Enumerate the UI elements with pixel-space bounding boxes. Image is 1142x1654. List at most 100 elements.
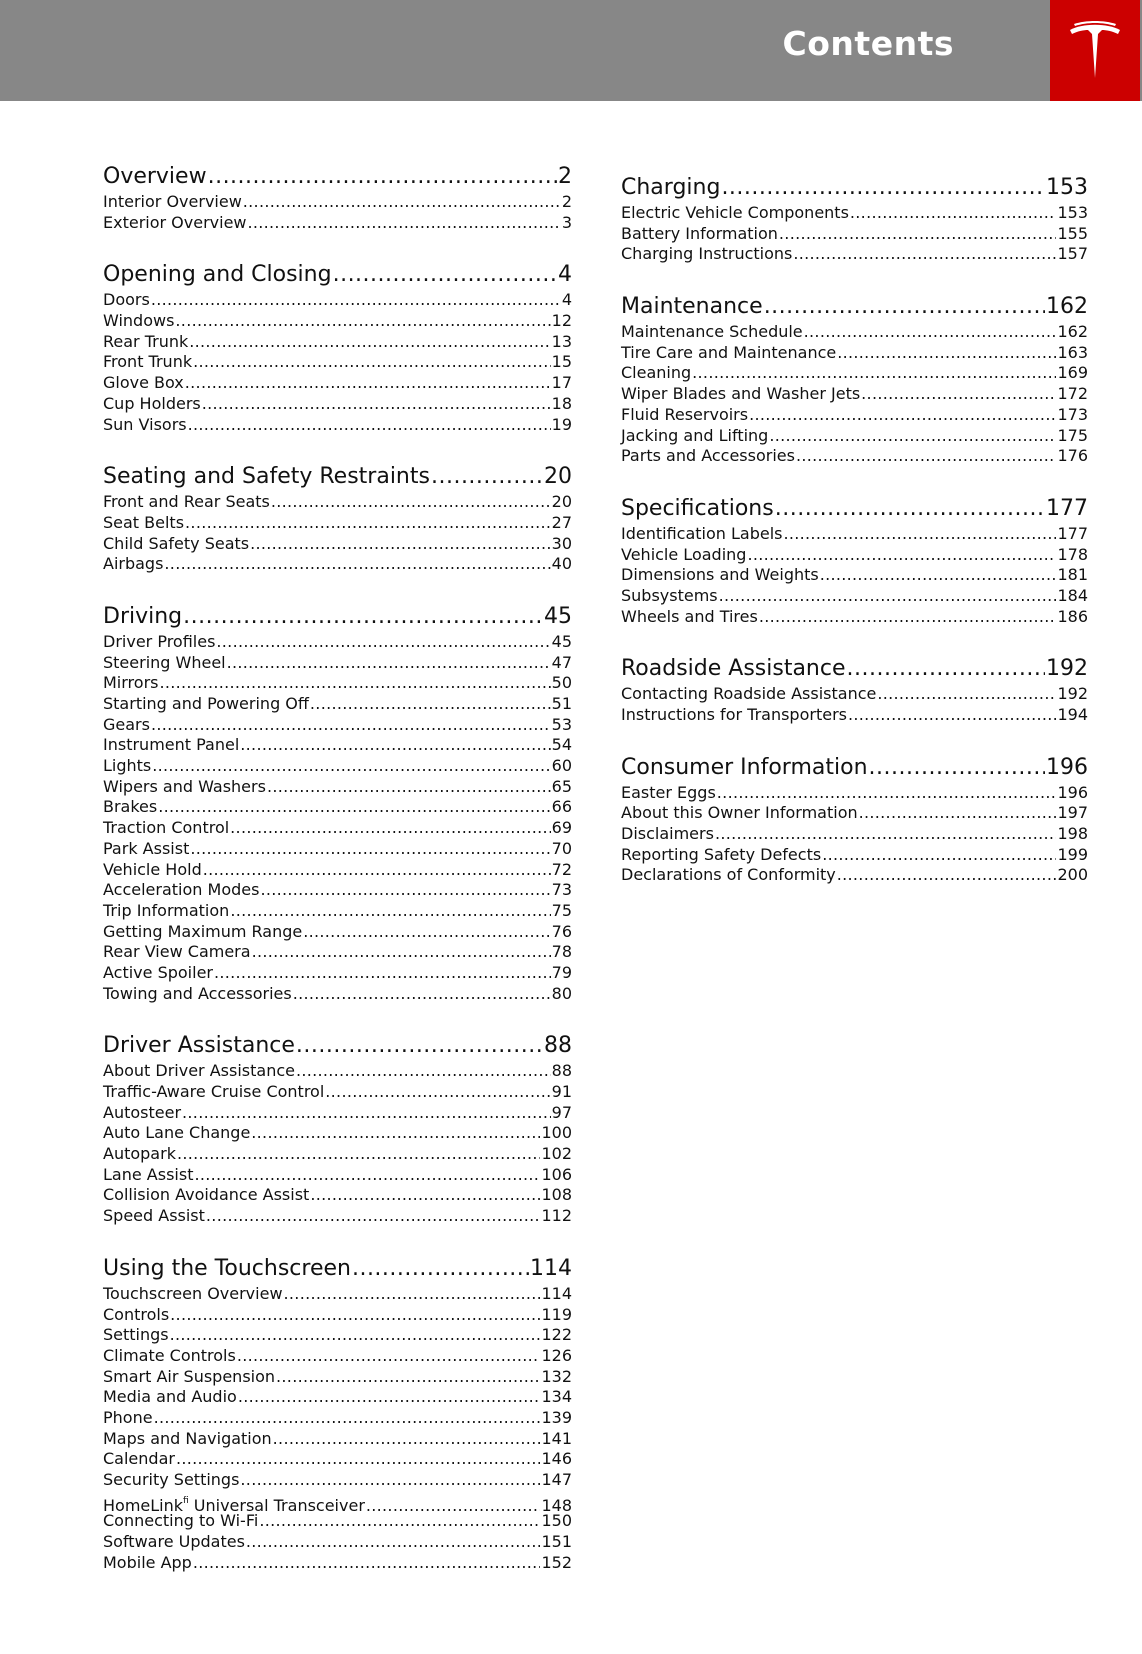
toc-entry-link[interactable]: Cup Holders 18 xyxy=(103,394,572,415)
toc-entry-link[interactable]: Seat Belts 27 xyxy=(103,513,572,534)
toc-heading-link[interactable]: Roadside Assistance 192 xyxy=(621,654,1088,684)
toc-entry-link[interactable]: Instrument Panel 54 xyxy=(103,735,572,756)
toc-entry-link[interactable]: Wipers and Washers 65 xyxy=(103,777,572,798)
toc-entry-link[interactable]: Steering Wheel 47 xyxy=(103,653,572,674)
toc-entry-link[interactable]: Media and Audio 134 xyxy=(103,1387,572,1408)
toc-entry-link[interactable]: Front Trunk 15 xyxy=(103,352,572,373)
toc-entry-link[interactable]: Touchscreen Overview 114 xyxy=(103,1284,572,1305)
toc-entry-link[interactable]: Glove Box 17 xyxy=(103,373,572,394)
entry-label: Climate Controls xyxy=(103,1345,236,1365)
toc-entry-link[interactable]: Phone 139 xyxy=(103,1408,572,1429)
toc-entry-link[interactable]: Mirrors 50 xyxy=(103,673,572,694)
toc-heading-link[interactable]: Overview 2 xyxy=(103,162,572,192)
toc-entry-link[interactable]: Active Spoiler 79 xyxy=(103,963,572,984)
toc-entry-link[interactable]: Interior Overview 2 xyxy=(103,192,572,213)
toc-entry-link[interactable]: Lane Assist 106 xyxy=(103,1165,572,1186)
toc-entry-link[interactable]: HomeLinkfi Universal Transceiver 148 xyxy=(103,1491,572,1515)
toc-entry-link[interactable]: Traffic-Aware Cruise Control 91 xyxy=(103,1082,572,1103)
toc-entry-link[interactable]: Getting Maximum Range 76 xyxy=(103,922,572,943)
toc-entry-link[interactable]: Windows 12 xyxy=(103,311,572,332)
toc-entry-link[interactable]: Traction Control 69 xyxy=(103,818,572,839)
toc-entry-link[interactable]: Rear View Camera 78 xyxy=(103,942,572,963)
toc-entry-link[interactable]: Acceleration Modes 73 xyxy=(103,880,572,901)
toc-entry-link[interactable]: Trip Information 75 xyxy=(103,901,572,922)
toc-entry-link[interactable]: Jacking and Lifting 175 xyxy=(621,426,1088,447)
toc-entry-link[interactable]: Battery Information 155 xyxy=(621,224,1088,245)
toc-heading-link[interactable]: Driver Assistance 88 xyxy=(103,1031,572,1061)
toc-entry-link[interactable]: About this Owner Information 197 xyxy=(621,803,1088,824)
tesla-logo xyxy=(1050,0,1140,101)
toc-heading-link[interactable]: Specifications 177 xyxy=(621,494,1088,524)
toc-entry-link[interactable]: Vehicle Hold 72 xyxy=(103,860,572,881)
toc-entry-link[interactable]: Contacting Roadside Assistance 192 xyxy=(621,684,1088,705)
toc-heading-link[interactable]: Driving 45 xyxy=(103,602,572,632)
entry-label: Traction Control xyxy=(103,818,230,838)
toc-entry-link[interactable]: Auto Lane Change 100 xyxy=(103,1123,572,1144)
toc-entry-link[interactable]: Doors 4 xyxy=(103,290,572,311)
toc-entry-link[interactable]: Settings 122 xyxy=(103,1325,572,1346)
toc-heading-link[interactable]: Consumer Information 196 xyxy=(621,753,1088,783)
toc-entry-link[interactable]: Child Safety Seats 30 xyxy=(103,534,572,555)
toc-entry-link[interactable]: Connecting to Wi-Fi 150 xyxy=(103,1511,572,1532)
entry-label-wrap: Park Assist xyxy=(103,839,189,860)
toc-entry-link[interactable]: Mobile App 152 xyxy=(103,1553,572,1574)
toc-entry-link[interactable]: Driver Profiles 45 xyxy=(103,632,572,653)
toc-entry-link[interactable]: Charging Instructions 157 xyxy=(621,244,1088,265)
toc-entry-link[interactable]: Maps and Navigation 141 xyxy=(103,1429,572,1450)
toc-entry-link[interactable]: Front and Rear Seats 20 xyxy=(103,492,572,513)
toc-entry-link[interactable]: Disclaimers 198 xyxy=(621,824,1088,845)
toc-entry-link[interactable]: Collision Avoidance Assist 108 xyxy=(103,1185,572,1206)
toc-entry-link[interactable]: Gears 53 xyxy=(103,715,572,736)
toc-entry-link[interactable]: Wheels and Tires 186 xyxy=(621,607,1088,628)
toc-entry-link[interactable]: Software Updates 151 xyxy=(103,1532,572,1553)
toc-entry-link[interactable]: Wiper Blades and Washer Jets 172 xyxy=(621,384,1088,405)
toc-entry-link[interactable]: Electric Vehicle Components 153 xyxy=(621,203,1088,224)
dot-leader xyxy=(837,343,1056,364)
toc-entry-link[interactable]: Calendar 146 xyxy=(103,1449,572,1470)
toc-heading-link[interactable]: Opening and Closing 4 xyxy=(103,260,572,290)
toc-section: Roadside Assistance192Contacting Roadsid… xyxy=(621,654,1088,725)
entry-label-wrap: Cup Holders xyxy=(103,394,201,415)
toc-entry-link[interactable]: Dimensions and Weights 181 xyxy=(621,565,1088,586)
toc-entry-link[interactable]: Starting and Powering Off 51 xyxy=(103,694,572,715)
toc-entry-link[interactable]: Tire Care and Maintenance 163 xyxy=(621,343,1088,364)
toc-entry-link[interactable]: Identification Labels 177 xyxy=(621,524,1088,545)
toc-entry-link[interactable]: Controls 119 xyxy=(103,1305,572,1326)
toc-entry-link[interactable]: Subsystems 184 xyxy=(621,586,1088,607)
dot-leader xyxy=(151,715,551,736)
toc-heading-link[interactable]: Seating and Safety Restraints 20 xyxy=(103,462,572,492)
toc-entry-link[interactable]: Airbags 40 xyxy=(103,554,572,575)
toc-entry-link[interactable]: Smart Air Suspension 132 xyxy=(103,1367,572,1388)
toc-entry-link[interactable]: Maintenance Schedule 162 xyxy=(621,322,1088,343)
toc-entry-link[interactable]: Rear Trunk 13 xyxy=(103,332,572,353)
toc-entry-link[interactable]: Exterior Overview 3 xyxy=(103,213,572,234)
toc-entry-link[interactable]: Autopark 102 xyxy=(103,1144,572,1165)
toc-entry-link[interactable]: Easter Eggs 196 xyxy=(621,783,1088,804)
toc-entry-link[interactable]: Brakes 66 xyxy=(103,797,572,818)
toc-entry-link[interactable]: Cleaning 169 xyxy=(621,363,1088,384)
toc-heading-link[interactable]: Maintenance 162 xyxy=(621,292,1088,322)
dot-leader xyxy=(227,653,551,674)
toc-entry-link[interactable]: Lights 60 xyxy=(103,756,572,777)
toc-heading-link[interactable]: Using the Touchscreen 114 xyxy=(103,1254,572,1284)
toc-entry-link[interactable]: Sun Visors 19 xyxy=(103,415,572,436)
entry-label-wrap: Declarations of Conformity xyxy=(621,865,836,886)
toc-entry-link[interactable]: Vehicle Loading 178 xyxy=(621,545,1088,566)
toc-entry-link[interactable]: Reporting Safety Defects 199 xyxy=(621,845,1088,866)
dot-leader xyxy=(252,942,551,963)
toc-entry-link[interactable]: Declarations of Conformity 200 xyxy=(621,865,1088,886)
toc-entry-link[interactable]: Park Assist 70 xyxy=(103,839,572,860)
toc-entry-link[interactable]: Speed Assist 112 xyxy=(103,1206,572,1227)
toc-entry-link[interactable]: Instructions for Transporters 194 xyxy=(621,705,1088,726)
toc-entry-link[interactable]: Autosteer 97 xyxy=(103,1103,572,1124)
entry-label: Parts and Accessories xyxy=(621,446,795,466)
toc-entry-link[interactable]: About Driver Assistance 88 xyxy=(103,1061,572,1082)
toc-entry-link[interactable]: Fluid Reservoirs 173 xyxy=(621,405,1088,426)
toc-entry-link[interactable]: Security Settings 147 xyxy=(103,1470,572,1491)
entry-page-number: 51 xyxy=(551,694,572,713)
toc-entry-link[interactable]: Towing and Accessories 80 xyxy=(103,984,572,1005)
toc-heading-link[interactable]: Charging 153 xyxy=(621,173,1088,203)
toc-entry-link[interactable]: Parts and Accessories 176 xyxy=(621,446,1088,467)
section-page-number: 45 xyxy=(544,603,572,629)
toc-entry-link[interactable]: Climate Controls 126 xyxy=(103,1346,572,1367)
